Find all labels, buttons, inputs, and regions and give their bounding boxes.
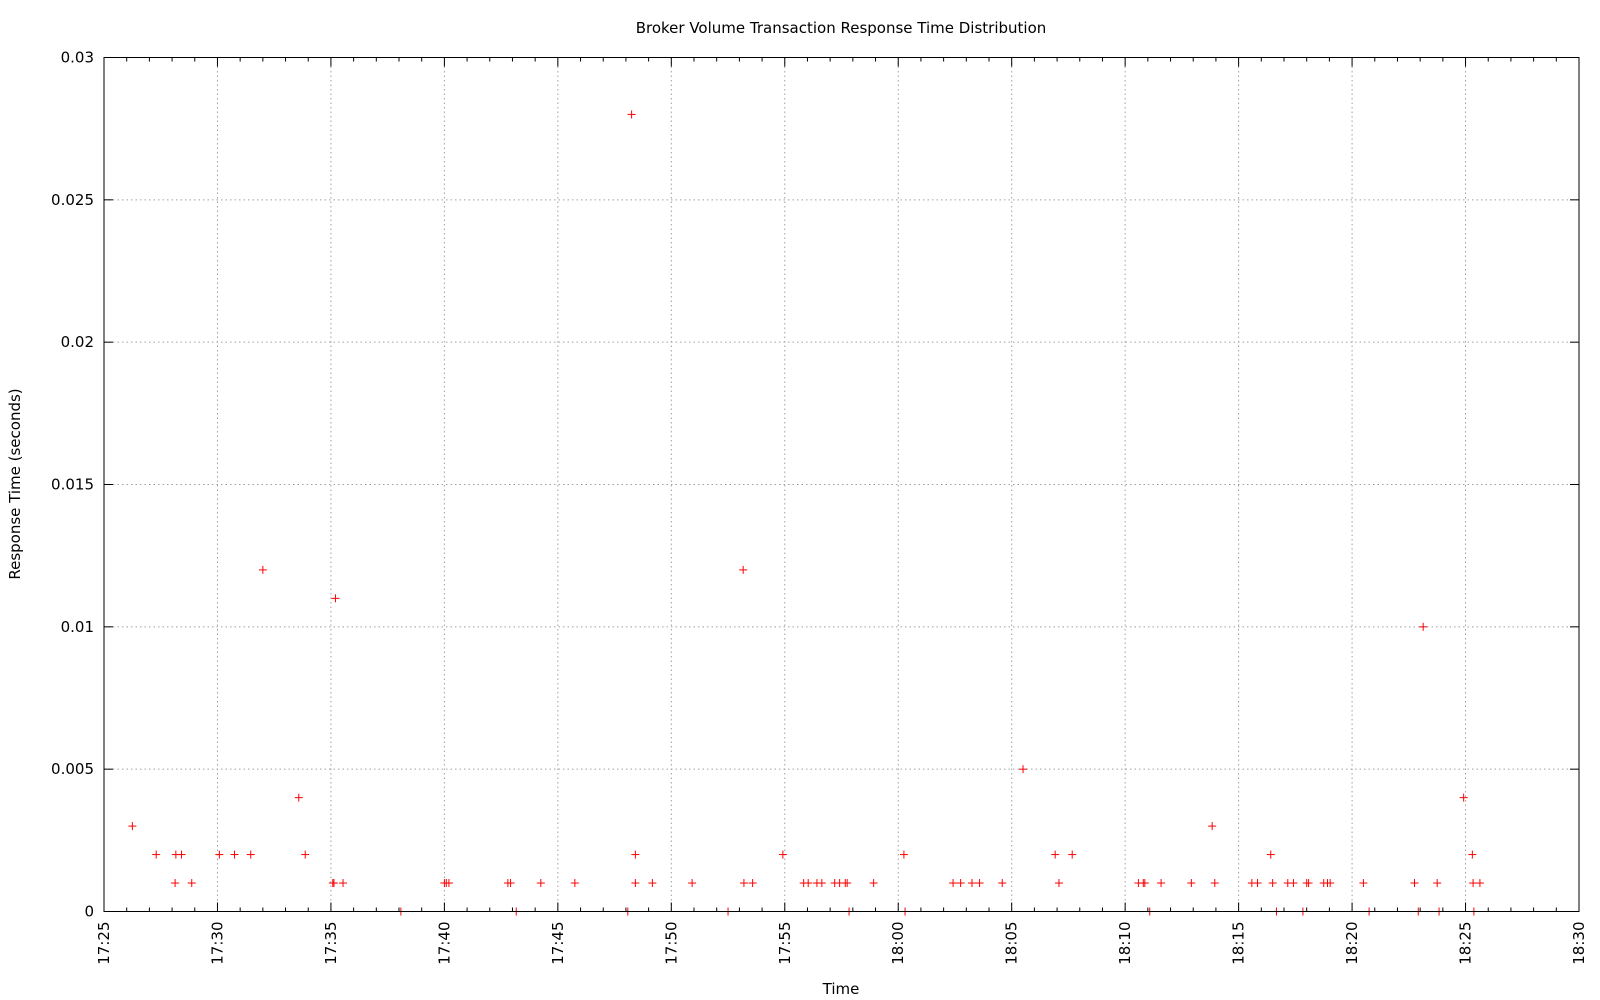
data-point xyxy=(1140,879,1149,888)
data-point xyxy=(301,850,310,859)
x-tick-label: 17:50 xyxy=(662,922,680,965)
data-point xyxy=(1359,879,1368,888)
x-tick-label: 17:40 xyxy=(435,922,453,965)
data-point xyxy=(1475,879,1484,888)
x-tick-label: 17:55 xyxy=(776,922,794,965)
data-point xyxy=(975,879,984,888)
data-point xyxy=(1187,879,1196,888)
data-point xyxy=(536,879,545,888)
data-point xyxy=(1019,765,1028,774)
x-tick-labels: 17:25 17:30 17:35 17:40 17:45 17:50 17:55 18:00… xyxy=(95,922,1588,965)
data-point xyxy=(804,879,813,888)
data-point xyxy=(817,879,826,888)
data-point xyxy=(1469,879,1478,888)
data-point xyxy=(1419,622,1428,631)
data-point xyxy=(1208,822,1217,831)
data-point xyxy=(1051,850,1060,859)
x-tick-label: 17:25 xyxy=(95,922,113,965)
data-point xyxy=(1304,879,1313,888)
data-point xyxy=(258,565,267,574)
x-tick-label: 18:00 xyxy=(889,922,907,965)
data-points xyxy=(128,110,1484,916)
x-tick-label: 17:35 xyxy=(322,922,340,965)
data-point xyxy=(1068,850,1077,859)
y-tick-label: 0.03 xyxy=(61,49,94,67)
data-point xyxy=(648,879,657,888)
y-tick-labels: 0 0.005 0.01 0.015 0.02 0.025 0.03 xyxy=(51,49,94,921)
x-tick-label: 18:20 xyxy=(1343,922,1361,965)
data-point xyxy=(627,110,636,119)
y-tick-label: 0.025 xyxy=(51,191,94,209)
data-point xyxy=(329,879,338,888)
data-point xyxy=(748,879,757,888)
data-point xyxy=(631,879,640,888)
x-tick-label: 18:30 xyxy=(1570,922,1588,965)
data-point xyxy=(331,594,340,603)
data-point xyxy=(739,565,748,574)
y-tick-label: 0 xyxy=(84,903,94,921)
x-tick-label: 18:05 xyxy=(1003,922,1021,965)
x-tick-label: 18:25 xyxy=(1457,922,1475,965)
x-axis-label: Time xyxy=(822,980,860,998)
data-point xyxy=(1054,879,1063,888)
data-point xyxy=(688,879,697,888)
data-point xyxy=(187,879,196,888)
data-point xyxy=(339,879,348,888)
data-point xyxy=(949,879,958,888)
data-point xyxy=(869,879,878,888)
data-point xyxy=(171,879,180,888)
y-tick-label: 0.01 xyxy=(61,618,94,636)
data-point xyxy=(246,850,255,859)
plot-frame xyxy=(103,57,1580,912)
data-point xyxy=(899,850,908,859)
data-point xyxy=(1326,879,1335,888)
data-point xyxy=(1210,879,1219,888)
data-point xyxy=(1433,879,1442,888)
data-point xyxy=(843,879,852,888)
data-point xyxy=(177,850,186,859)
y-tick-label: 0.005 xyxy=(51,760,94,778)
data-point xyxy=(444,879,453,888)
chart-title: Broker Volume Transaction Response Time … xyxy=(636,19,1047,37)
y-tick-label: 0.02 xyxy=(61,333,94,351)
x-tick-label: 17:45 xyxy=(549,922,567,965)
data-point xyxy=(215,850,224,859)
data-point xyxy=(152,850,161,859)
data-point xyxy=(1410,879,1419,888)
data-point xyxy=(506,879,515,888)
x-tick-label: 17:30 xyxy=(208,922,226,965)
data-point xyxy=(128,822,137,831)
data-point xyxy=(1157,879,1166,888)
data-point xyxy=(1468,850,1477,859)
data-point xyxy=(778,850,787,859)
y-tick-label: 0.015 xyxy=(51,476,94,494)
y-axis-label: Response Time (seconds) xyxy=(6,388,24,579)
data-point xyxy=(956,879,965,888)
x-tick-label: 18:10 xyxy=(1116,922,1134,965)
x-tick-label: 18:15 xyxy=(1230,922,1248,965)
data-point xyxy=(1266,850,1275,859)
data-point xyxy=(230,850,239,859)
data-point xyxy=(1253,879,1262,888)
data-point xyxy=(631,850,640,859)
data-point xyxy=(294,793,303,802)
grid-lines xyxy=(104,57,1579,912)
data-point xyxy=(1289,879,1298,888)
data-point xyxy=(1268,879,1277,888)
data-point xyxy=(739,879,748,888)
data-point xyxy=(570,879,579,888)
data-point xyxy=(998,879,1007,888)
data-point xyxy=(967,879,976,888)
data-point xyxy=(1459,793,1468,802)
